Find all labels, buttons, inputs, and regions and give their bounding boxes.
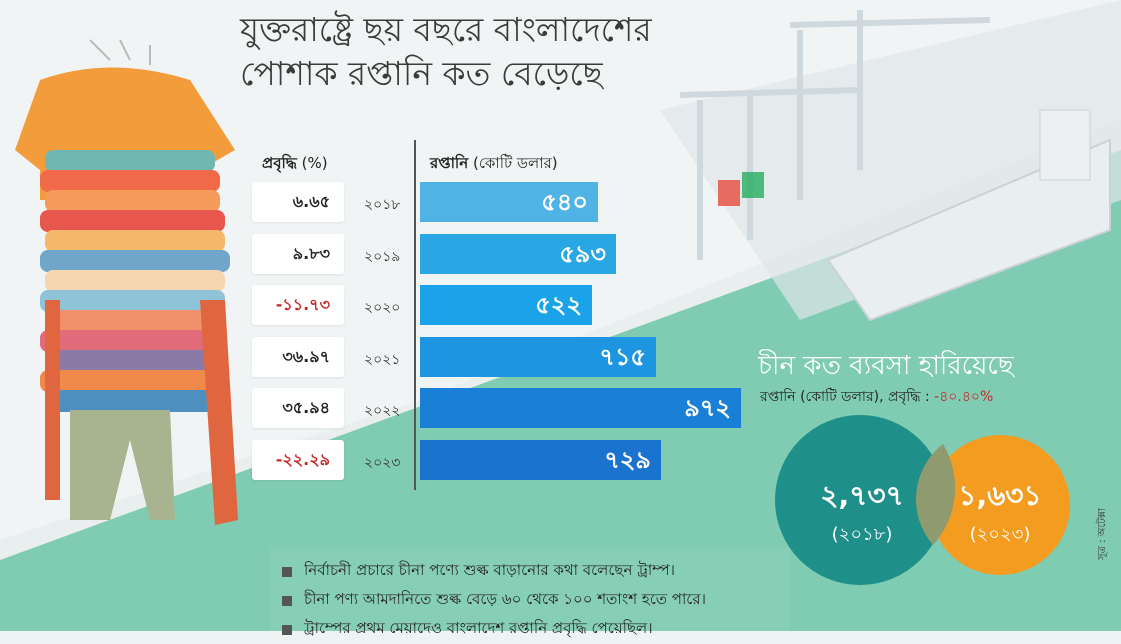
export-bar <box>420 182 598 222</box>
bullet-item: নির্বাচনী প্রচারে চীনা পণ্যে শুল্ক বাড়া… <box>282 557 706 586</box>
growth-value-cell: ৯.৮৩ <box>252 234 344 274</box>
bar-axis-line <box>414 140 416 490</box>
bar-value-label: ৫৯৩ <box>559 240 606 268</box>
bullet-item: ট্রাম্পের প্রথম মেয়াদেও বাংলাদেশ রপ্তান… <box>282 615 706 644</box>
growth-value-cell: -১১.৭৩ <box>252 285 344 325</box>
export-header-unit: (কোটি ডলার) <box>472 154 558 172</box>
year-tick-label: ২০২১ <box>364 352 401 368</box>
growth-header-unit: (%) <box>301 154 328 172</box>
growth-column-header: প্রবৃদ্ধি (%) <box>262 152 328 177</box>
chart-title-line-2: পোশাক রপ্তানি কত বেড়েছে <box>240 54 603 93</box>
growth-value-cell: ৩৬.৯৭ <box>252 337 344 377</box>
china-growth-value: -৪০.৪০% <box>934 389 994 405</box>
bar-value-label: ৭২৯ <box>604 446 651 474</box>
bar-value-label: ৯৭২ <box>684 394 731 422</box>
china-section-title: চীন কত ব্যবসা হারিয়েছে <box>758 351 1014 381</box>
year-tick-label: ২০২২ <box>364 403 401 419</box>
bar-value-label: ৭১৫ <box>599 343 646 371</box>
bullet-text: নির্বাচনী প্রচারে চীনা পণ্যে শুল্ক বাড়া… <box>304 561 675 579</box>
export-bar <box>420 234 616 274</box>
export-column-header: রপ্তানি (কোটি ডলার) <box>430 152 558 177</box>
year-tick-label: ২০১৯ <box>364 249 401 265</box>
export-bar <box>420 388 741 428</box>
chart-title-line-1: যুক্তরাষ্ট্রে ছয় বছরে বাংলাদেশের <box>240 10 652 49</box>
bullet-square-icon <box>282 624 292 635</box>
bullet-square-icon <box>282 595 292 606</box>
year-tick-label: ২০২৩ <box>364 455 401 471</box>
export-bar <box>420 337 656 377</box>
bullet-text: ট্রাম্পের প্রথম মেয়াদেও বাংলাদেশ রপ্তান… <box>304 619 653 637</box>
growth-value-cell: ৩৫.৯৪ <box>252 388 344 428</box>
bar-value-label: ৫৪০ <box>541 188 588 216</box>
bar-value-label: ৫২২ <box>535 291 582 319</box>
source-credit: সূত্র : অটেক্সা <box>1097 507 1108 560</box>
port-illustration <box>660 0 1121 322</box>
growth-value-cell: ৬.৬৫ <box>252 182 344 222</box>
year-tick-label: ২০২০ <box>364 300 401 316</box>
bullet-square-icon <box>282 566 292 577</box>
clothes-stack-illustration <box>15 39 238 525</box>
bullet-text: চীনা পণ্য আমদানিতে শুল্ক বেড়ে ৬০ থেকে ১… <box>304 590 706 608</box>
chart-title: যুক্তরাষ্ট্রে ছয় বছরে বাংলাদেশের পোশাক … <box>240 8 720 96</box>
growth-header-label: প্রবৃদ্ধি <box>262 154 297 172</box>
bullet-item: চীনা পণ্য আমদানিতে শুল্ক বেড়ে ৬০ থেকে ১… <box>282 586 706 615</box>
growth-value-cell: -২২.২৯ <box>252 440 344 480</box>
export-bar <box>420 285 592 325</box>
export-header-label: রপ্তানি <box>430 154 469 172</box>
china-subtitle-text: রপ্তানি (কোটি ডলার), প্রবৃদ্ধি : <box>760 389 930 405</box>
export-bar <box>420 440 661 480</box>
china-section-subtitle: রপ্তানি (কোটি ডলার), প্রবৃদ্ধি : -৪০.৪০% <box>760 385 993 409</box>
year-tick-label: ২০১৮ <box>364 197 401 213</box>
